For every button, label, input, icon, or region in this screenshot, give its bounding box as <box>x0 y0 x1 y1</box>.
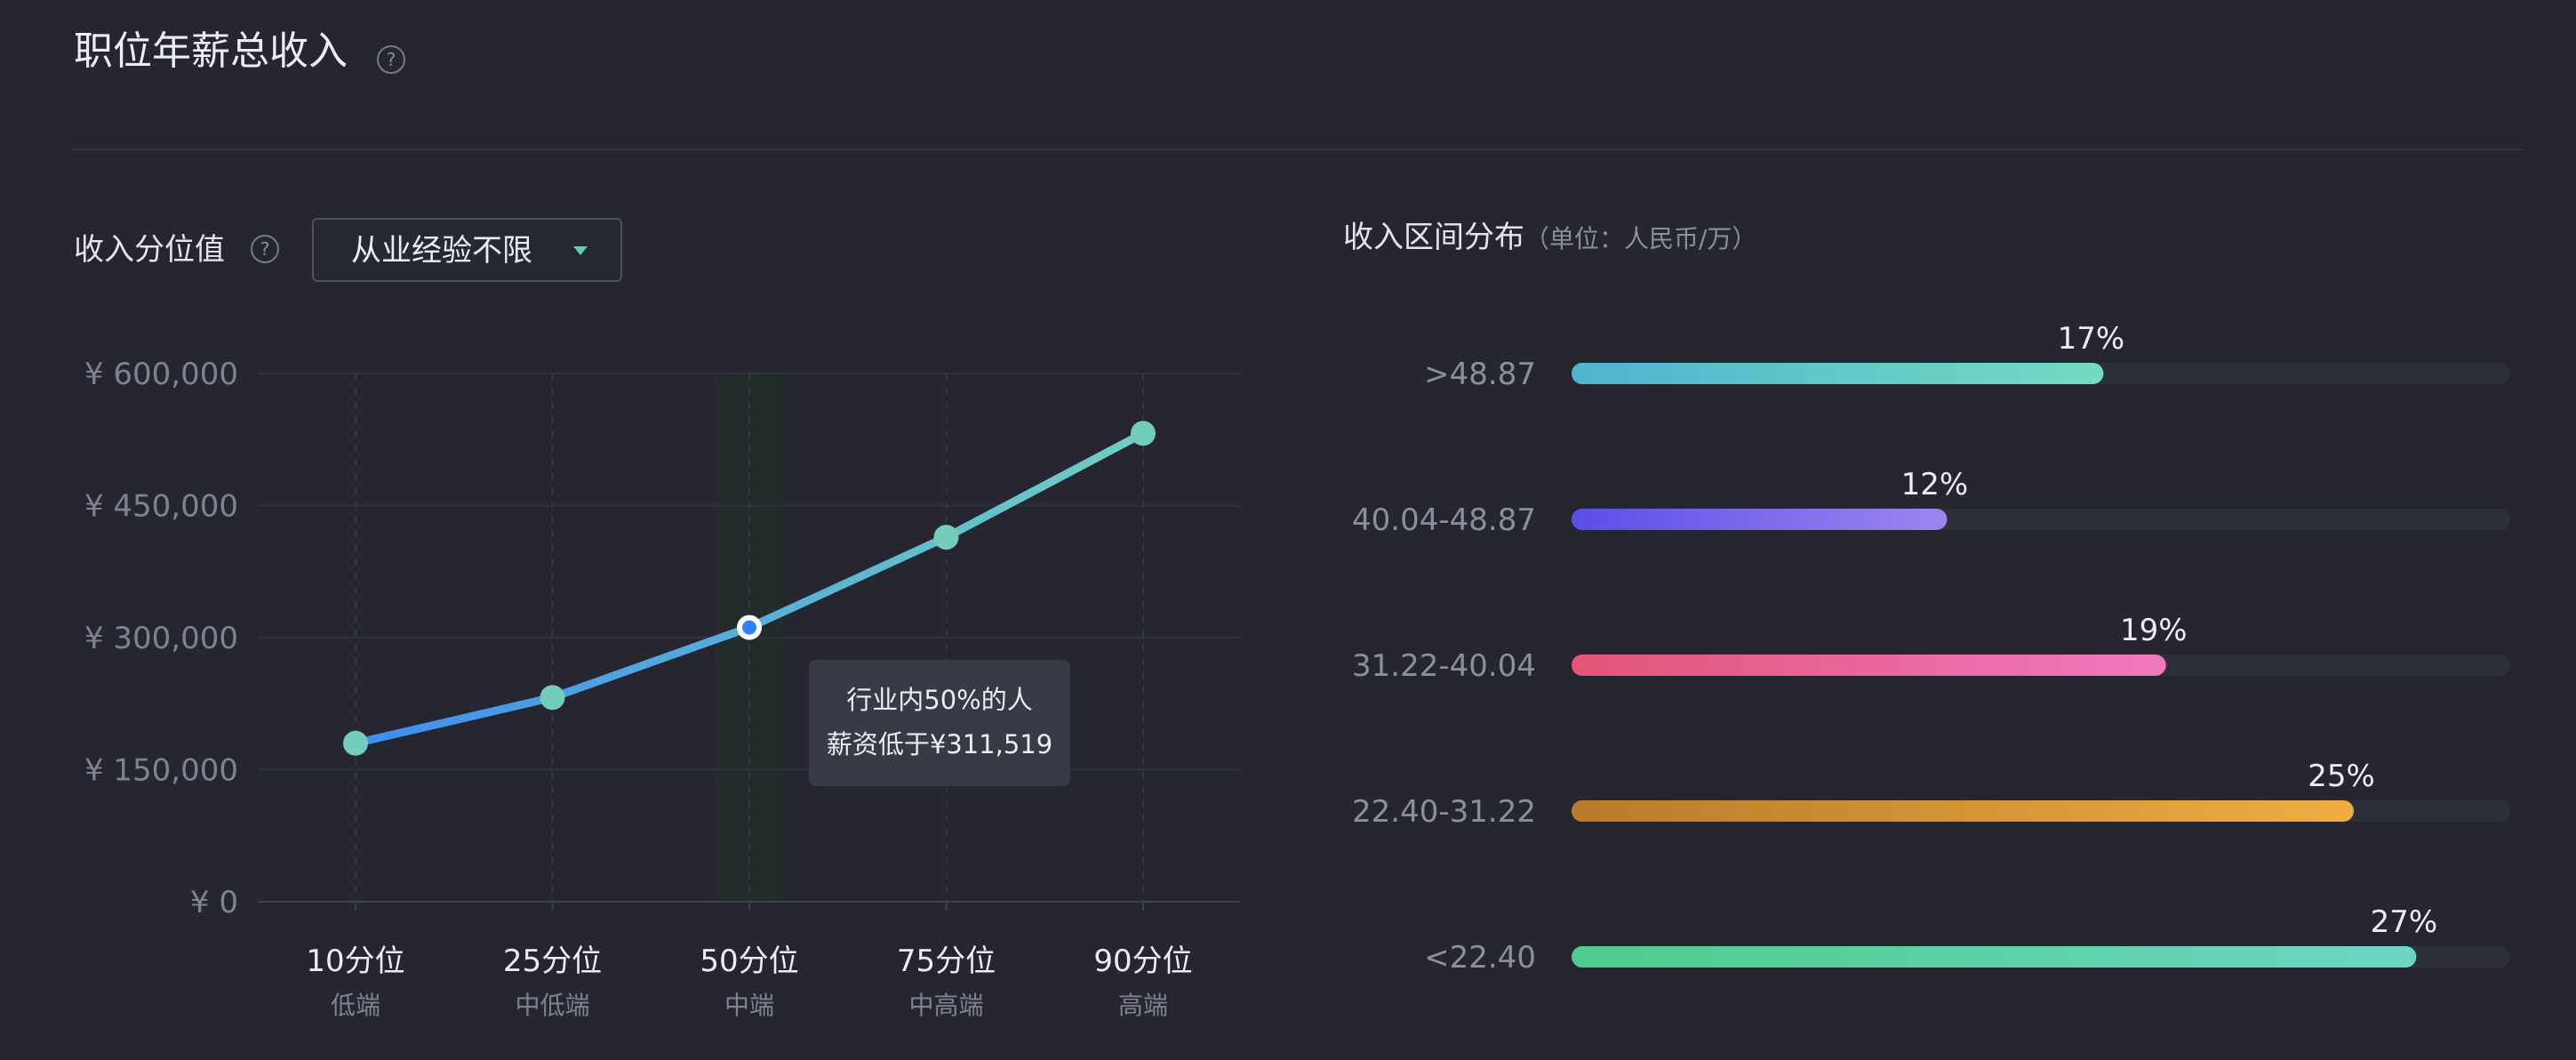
data-point <box>933 525 959 550</box>
y-tick-label: ¥ 0 <box>190 885 238 920</box>
experience-dropdown[interactable]: 从业经验不限 <box>312 218 622 282</box>
distribution-unit: （单位：人民币/万） <box>1524 224 1757 253</box>
bar-category-label: 22.40-31.22 <box>1352 794 1536 830</box>
distribution-title: 收入区间分布 <box>1343 220 1524 255</box>
percentile-help-icon[interactable]: ? <box>251 235 279 263</box>
experience-dropdown-value: 从业经验不限 <box>351 233 532 269</box>
bar-category-label: 40.04-48.87 <box>1352 502 1536 538</box>
bar-value-label: 19% <box>2120 613 2188 648</box>
page-title: 职位年薪总收入 <box>74 28 348 74</box>
x-tick-label: 75分位 <box>897 944 996 979</box>
distribution-label: 收入区间分布（单位：人民币/万） <box>1343 217 1756 260</box>
percentile-label: 收入分位值 <box>74 232 225 268</box>
y-tick-label: ¥ 300,000 <box>84 621 238 656</box>
x-tick-sublabel: 中低端 <box>515 991 589 1020</box>
bar-value-label: 12% <box>1901 467 1969 502</box>
bar <box>1572 946 2417 968</box>
data-point <box>1131 421 1156 446</box>
bar <box>1572 509 1948 530</box>
x-tick-label: 10分位 <box>306 944 404 979</box>
data-point <box>343 730 368 756</box>
x-tick-label: 90分位 <box>1093 944 1192 979</box>
y-tick-label: ¥ 600,000 <box>84 357 238 392</box>
y-tick-label: ¥ 150,000 <box>84 753 238 789</box>
bar <box>1572 654 2166 676</box>
tooltip-line2: 薪资低于¥311,519 <box>826 729 1053 759</box>
percentile-line-chart: ¥ 0 ¥ 150,000 ¥ 300,000 ¥ 450,000 ¥ 600,000 1… <box>84 357 1240 1020</box>
x-tick-sublabel: 低端 <box>331 991 380 1020</box>
x-tick-sublabel: 高端 <box>1118 991 1168 1020</box>
data-point <box>540 685 565 711</box>
x-tick-label: 50分位 <box>700 944 798 979</box>
data-point-highlight-core <box>742 620 756 635</box>
title-help-icon[interactable]: ? <box>377 45 405 74</box>
income-distribution-bar-chart: >48.87 17% 40.04-48.87 12% 31.22-40.04 19% 22.… <box>1352 321 2510 976</box>
bar-category-label: >48.87 <box>1424 357 1536 392</box>
percentile-tooltip: 行业内50%的人 薪资低于¥311,519 <box>809 660 1070 786</box>
caret-down-icon <box>573 246 588 255</box>
bar-category-label: <22.40 <box>1424 940 1536 976</box>
header-divider <box>71 149 2523 150</box>
x-tick-sublabel: 中端 <box>724 991 774 1020</box>
y-tick-label: ¥ 450,000 <box>84 489 238 525</box>
x-tick-label: 25分位 <box>503 944 602 979</box>
bar-value-label: 27% <box>2371 904 2438 940</box>
bar-category-label: 31.22-40.04 <box>1352 648 1536 684</box>
bar-value-label: 25% <box>2308 759 2375 794</box>
bar-value-label: 17% <box>2058 321 2125 357</box>
bar <box>1572 363 2104 384</box>
x-tick-sublabel: 中高端 <box>908 991 983 1020</box>
tooltip-line1: 行业内50%的人 <box>846 685 1033 715</box>
bar <box>1572 800 2354 822</box>
